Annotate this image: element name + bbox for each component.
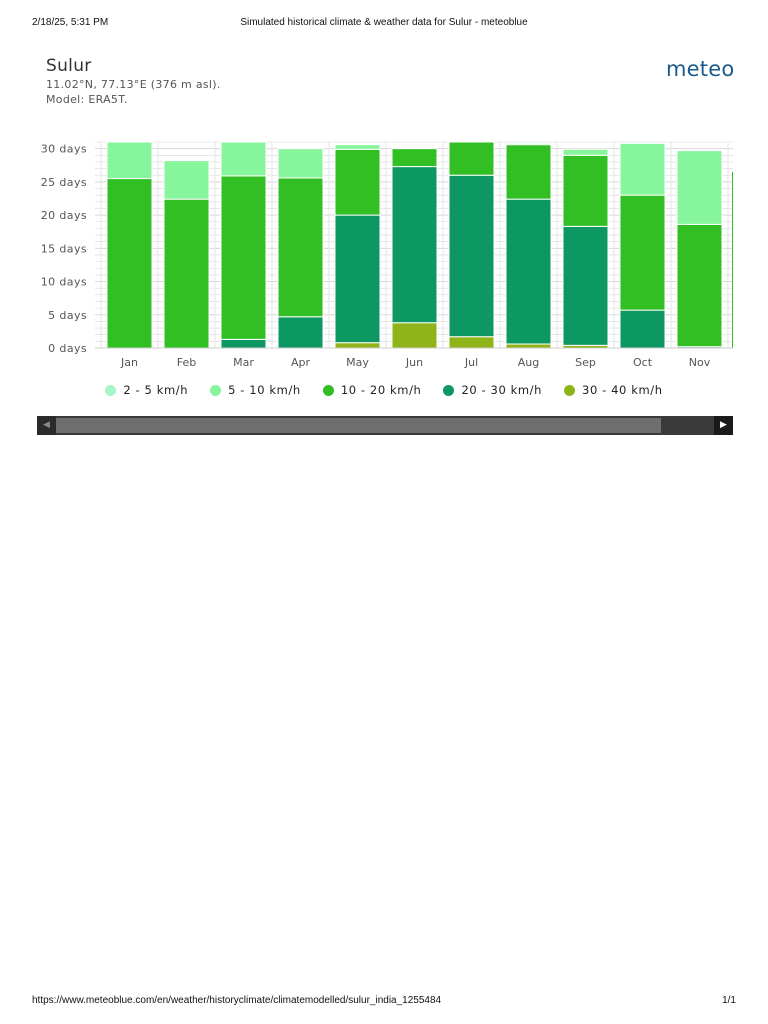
bar-segment-aug-s20_30 — [505, 198, 552, 345]
bar-segment-mar-s10_20 — [220, 175, 267, 340]
bar-segment-sep-s5_10 — [562, 148, 609, 156]
bar-segment-sep-s20_30 — [562, 225, 609, 346]
bar-segment-sep-s10_20 — [562, 154, 609, 227]
y-tick-label: 15 days — [41, 242, 87, 255]
chart-scrollbar[interactable]: ◀ ▶ — [37, 416, 733, 435]
y-tick-label: 30 days — [41, 143, 87, 156]
scroll-track[interactable] — [56, 416, 714, 435]
scroll-left-button[interactable]: ◀ — [37, 416, 56, 435]
legend-item[interactable]: 30 - 40 km/h — [564, 383, 663, 397]
bar-segment-nov-s10_20 — [676, 223, 723, 348]
bar-segment-aug-s5_10 — [505, 142, 552, 146]
bar-segment-jun-s20_30 — [391, 166, 438, 324]
legend-label: 5 - 10 km/h — [228, 383, 301, 397]
x-tick-label: Aug — [518, 356, 539, 369]
legend-item[interactable]: 20 - 30 km/h — [443, 383, 542, 397]
bar-segment-jun-s10_20 — [391, 148, 438, 168]
bar-segment-nov-s5_10 — [676, 150, 723, 225]
legend-dot-icon — [322, 384, 334, 396]
legend-dot-icon — [105, 384, 117, 396]
legend-item[interactable]: 5 - 10 km/h — [210, 383, 301, 397]
bar-segment-clipped — [732, 171, 733, 348]
bar-segment-feb-s10_20 — [163, 198, 210, 349]
bar-segment-jun-s30_40 — [391, 322, 438, 349]
legend-dot-icon — [564, 384, 576, 396]
bar-segment-may-s5_10 — [334, 144, 381, 150]
chart-legend: 2 - 5 km/h 5 - 10 km/h 10 - 20 km/h 20 - 30… — [0, 383, 768, 397]
legend-label: 2 - 5 km/h — [123, 383, 189, 397]
bar-segment-jul-s10_20 — [448, 141, 495, 176]
bar-segment-may-s10_20 — [334, 148, 381, 216]
bar-segment-may-s20_30 — [334, 214, 381, 344]
x-tick-label: Nov — [689, 356, 711, 369]
bar-segment-jan-s10_20 — [106, 178, 153, 349]
scroll-right-button[interactable]: ▶ — [714, 416, 733, 435]
bar-segment-jan-s5_10 — [106, 141, 153, 180]
x-tick-label: Sep — [575, 356, 596, 369]
y-tick-label: 5 days — [48, 309, 87, 322]
print-url: https://www.meteoblue.com/en/weather/his… — [32, 995, 442, 1006]
bar-segment-may-s30_40 — [334, 342, 381, 349]
bar-segment-apr-s10_20 — [277, 177, 324, 318]
bar-segment-oct-s20_30 — [619, 309, 666, 349]
x-tick-label: Apr — [291, 356, 311, 369]
legend-dot-icon — [443, 384, 455, 396]
print-title: Simulated historical climate & weather d… — [240, 17, 528, 28]
x-tick-label: Jul — [464, 356, 478, 369]
print-header: 2/18/25, 5:31 PM Simulated historical cl… — [0, 17, 768, 31]
print-page-number: 1/1 — [722, 995, 736, 1006]
wind-speed-chart: 0 days 5 days 10 days 15 days 20 days 25 days… — [41, 141, 733, 369]
x-tick-label: Oct — [633, 356, 653, 369]
bar-segment-apr-s5_10 — [277, 148, 324, 179]
location-model: Model: ERA5T. — [46, 93, 128, 106]
y-tick-label: 25 days — [41, 176, 87, 189]
x-tick-label: Feb — [177, 356, 196, 369]
bar-segment-oct-s10_20 — [619, 194, 666, 311]
legend-dot-icon — [210, 384, 222, 396]
x-tick-label: Mar — [233, 356, 254, 369]
bar-segment-mar-s5_10 — [220, 141, 267, 177]
legend-item[interactable]: 2 - 5 km/h — [105, 383, 188, 397]
x-tick-label: Jun — [405, 356, 423, 369]
bar-segment-apr-s20_30 — [277, 316, 324, 349]
meteoblue-logo[interactable]: meteo — [666, 57, 735, 81]
scroll-thumb[interactable] — [56, 418, 661, 433]
legend-label: 30 - 40 km/h — [582, 383, 663, 397]
y-tick-label: 0 days — [48, 342, 87, 355]
bar-segment-mar-s20_30 — [220, 338, 267, 349]
bar-segment-jul-s30_40 — [448, 336, 495, 349]
legend-item[interactable]: 10 - 20 km/h — [322, 383, 422, 397]
x-tick-label: May — [346, 356, 369, 369]
legend-label: 20 - 30 km/h — [461, 383, 543, 397]
y-tick-label: 10 days — [41, 276, 87, 289]
bar-segment-feb-s5_10 — [163, 160, 210, 200]
y-tick-label: 20 days — [41, 209, 87, 222]
bar-segment-oct-s5_10 — [619, 142, 666, 196]
print-date: 2/18/25, 5:31 PM — [32, 17, 109, 28]
bar-segment-jul-s20_30 — [448, 174, 495, 338]
bar-segment-aug-s30_40 — [505, 343, 552, 349]
legend-label: 10 - 20 km/h — [340, 383, 422, 397]
location-name: Sulur — [46, 56, 92, 76]
bar-segment-aug-s10_20 — [505, 144, 552, 200]
location-coords: 11.02°N, 77.13°E (376 m asl). — [46, 78, 221, 91]
x-tick-label: Jan — [120, 356, 138, 369]
